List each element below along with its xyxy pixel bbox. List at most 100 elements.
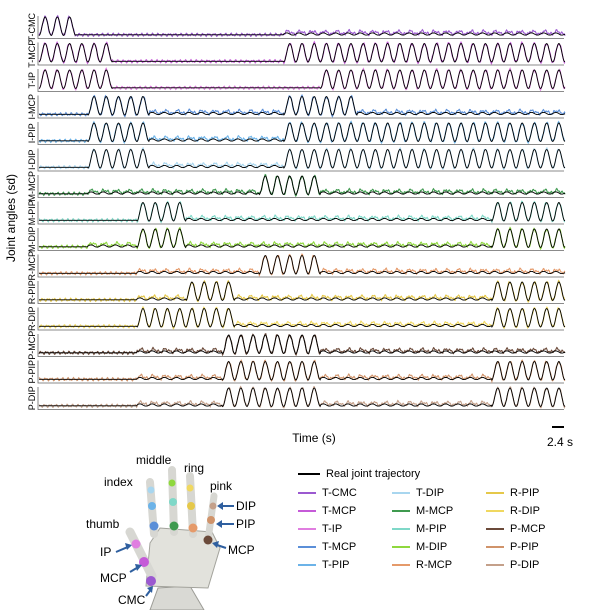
legend-label: M-PIP bbox=[416, 522, 447, 535]
legend-swatch bbox=[486, 491, 504, 494]
predicted-series-line bbox=[38, 359, 566, 384]
row-label: M-PIP bbox=[27, 200, 37, 225]
row-axis bbox=[37, 42, 564, 66]
legend-swatch bbox=[298, 491, 316, 494]
predicted-series-line bbox=[38, 385, 566, 410]
legend-label: T-MCP bbox=[322, 504, 357, 517]
ring-mcp-joint bbox=[188, 523, 198, 533]
row-m-dip: M-DIP bbox=[27, 227, 566, 253]
legend-label: P-PIP bbox=[510, 540, 539, 553]
legend-item: T-MCP bbox=[298, 538, 392, 555]
middle-pip-joint bbox=[169, 498, 177, 506]
index-dip-joint bbox=[147, 486, 155, 494]
predicted-series-line bbox=[38, 332, 566, 357]
label-mcp-right: MCP bbox=[228, 543, 255, 557]
middle-mcp-joint bbox=[169, 521, 179, 531]
row-label: I-PIP bbox=[27, 123, 37, 143]
real-series-line bbox=[39, 228, 566, 249]
row-label: M-DIP bbox=[27, 227, 37, 253]
legend-swatch bbox=[486, 509, 504, 512]
ip-arrow-head bbox=[125, 543, 132, 550]
legend-swatch bbox=[392, 509, 410, 512]
predicted-series-line bbox=[38, 200, 566, 224]
dip-arrow-head bbox=[217, 502, 223, 510]
row-r-mcp: R-MCP bbox=[27, 251, 566, 281]
predicted-series-line bbox=[38, 279, 566, 304]
time-scale-label: 2.4 s bbox=[547, 435, 573, 449]
real-series-line bbox=[39, 201, 566, 222]
row-axis bbox=[37, 334, 564, 357]
real-series-line bbox=[39, 254, 566, 275]
pinky-mcp-joint bbox=[203, 535, 213, 545]
row-axis bbox=[37, 281, 564, 304]
index-pip-joint bbox=[148, 502, 156, 510]
label-thumb: thumb bbox=[86, 517, 120, 531]
legend-item: T-PIP bbox=[298, 556, 392, 573]
row-r-pip: R-PIP bbox=[27, 279, 566, 304]
row-label: T-IP bbox=[27, 72, 37, 89]
label-index: index bbox=[104, 475, 133, 489]
legend-item: T-IP bbox=[298, 520, 392, 537]
real-series-line bbox=[39, 360, 566, 381]
label-middle: middle bbox=[136, 453, 172, 467]
legend: Real joint trajectory T-CMC T-DIP R-PIP T-M… bbox=[298, 466, 588, 573]
thumb-ip-joint bbox=[131, 539, 141, 549]
legend-swatch bbox=[392, 527, 410, 530]
ring-dip-joint bbox=[186, 484, 194, 492]
legend-label: R-DIP bbox=[510, 504, 540, 517]
row-label: I-DIP bbox=[27, 149, 37, 170]
legend-label: M-MCP bbox=[416, 504, 454, 517]
legend-label: T-PIP bbox=[322, 558, 350, 571]
x-axis-title: Time (s) bbox=[292, 431, 336, 445]
legend-swatch bbox=[298, 563, 316, 566]
row-t-mcp: T-MCP bbox=[27, 40, 566, 68]
legend-item: R-DIP bbox=[486, 502, 580, 519]
row-r-dip: R-DIP bbox=[27, 305, 566, 332]
row-axis bbox=[37, 228, 564, 251]
legend-real-label: Real joint trajectory bbox=[326, 468, 421, 480]
pinky-pip-joint bbox=[207, 516, 215, 524]
label-pip: PIP bbox=[236, 517, 255, 531]
real-series-line bbox=[39, 148, 566, 169]
cmc-arrow-head bbox=[147, 586, 153, 593]
real-series-line bbox=[39, 175, 566, 196]
row-label: I-MCP bbox=[27, 94, 37, 120]
row-label: R-PIP bbox=[27, 280, 37, 304]
predicted-series-line bbox=[38, 40, 566, 65]
legend-item: R-PIP bbox=[486, 484, 580, 501]
row-i-pip: I-PIP bbox=[27, 120, 566, 145]
row-t-ip: T-IP bbox=[27, 67, 566, 92]
label-ip: IP bbox=[100, 545, 111, 559]
row-p-dip: P-DIP bbox=[27, 385, 566, 410]
mcp-right-arrow-head bbox=[212, 541, 219, 548]
middle-dip-joint bbox=[168, 479, 176, 487]
real-series-line bbox=[38, 69, 566, 90]
legend-item: P-PIP bbox=[486, 538, 580, 555]
row-label: R-DIP bbox=[27, 307, 37, 332]
row-label: P-PIP bbox=[27, 360, 37, 384]
legend-swatch bbox=[298, 527, 316, 530]
row-p-pip: P-PIP bbox=[27, 359, 566, 384]
real-series-line bbox=[38, 16, 566, 37]
legend-item: T-MCP bbox=[298, 502, 392, 519]
legend-item: P-MCP bbox=[486, 520, 580, 537]
row-label: R-MCP bbox=[27, 251, 37, 281]
legend-swatch bbox=[392, 545, 410, 548]
hand-skeleton-diagram: middle ring index pink thumb DIP PIP MCP… bbox=[86, 453, 256, 610]
real-series-line bbox=[38, 42, 566, 63]
legend-label: M-DIP bbox=[416, 540, 448, 553]
row-axis bbox=[37, 69, 564, 92]
ring-pip-joint bbox=[187, 502, 195, 510]
predicted-series-line bbox=[38, 120, 566, 145]
legend-real-trajectory: Real joint trajectory bbox=[298, 466, 588, 482]
row-axis bbox=[37, 122, 564, 145]
legend-swatch bbox=[486, 527, 504, 530]
forearm-bones bbox=[149, 585, 205, 610]
thumb-bones bbox=[125, 527, 157, 581]
predicted-series-line bbox=[38, 14, 566, 38]
row-label: P-MCP bbox=[27, 331, 37, 360]
row-axis bbox=[37, 201, 564, 225]
real-series-line bbox=[39, 334, 566, 355]
